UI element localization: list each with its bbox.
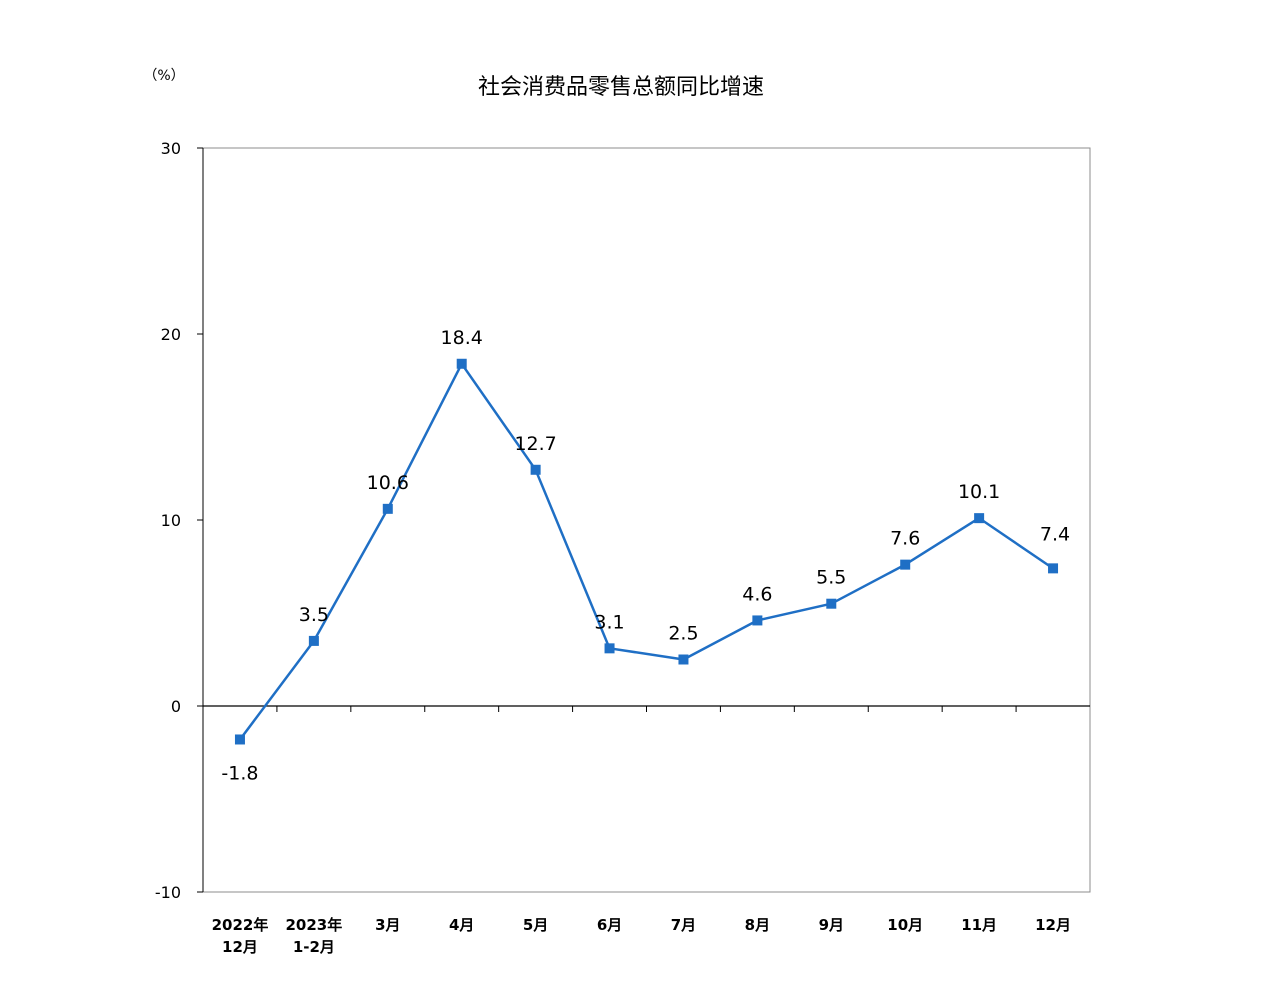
data-label: 3.1 [594,611,624,633]
x-tick-label: 2022年 12月 [212,916,269,956]
data-label: 7.6 [890,528,920,550]
data-label: 7.4 [1040,523,1070,545]
axes: 30 20 10 0 -10 2022年 12月 2023年 1-2月 3月 4月 5月 6月 7月 8月 9… [155,139,1090,956]
y-tick-label: -10 [155,883,181,902]
x-tick-label: 4月 [449,916,474,934]
data-labels: -1.8 3.5 10.6 18.4 12.7 3.1 2.5 4.6 5.5 7.6 10.1 7.… [221,327,1070,785]
series-line [234,358,1059,745]
data-label: 5.5 [816,567,846,589]
data-point-marker [456,358,467,369]
data-point-marker [900,559,911,570]
data-label: 12.7 [514,433,556,455]
x-tick-label: 3月 [375,916,400,934]
data-label: 3.5 [299,604,329,626]
data-point-marker [308,635,319,646]
data-point-marker [604,643,615,654]
x-tick-label: 10月 [887,916,923,934]
x-tick-label: 12月 [1035,916,1071,934]
data-label: 10.1 [958,481,1000,503]
data-point-marker [752,615,763,626]
series-line-path [238,362,1054,741]
y-tick-label: 20 [161,325,181,344]
x-tick-label: 2023年 1-2月 [286,916,343,956]
data-point-marker [974,513,985,524]
data-point-marker [530,464,541,475]
data-label: -1.8 [221,762,258,784]
data-point-marker [826,598,837,609]
data-point-marker [678,654,689,665]
data-label: 4.6 [742,583,772,605]
data-label: 10.6 [367,472,409,494]
x-tick-label: 11月 [961,916,997,934]
chart-title: 社会消费品零售总额同比增速 [478,75,764,100]
y-tick-label: 10 [161,511,181,530]
x-tick-label: 5月 [523,916,548,934]
y-tick-label: 0 [171,697,181,716]
x-tick-label: 7月 [671,916,696,934]
y-tick-label: 30 [161,139,181,158]
x-tick-label: 8月 [745,916,770,934]
data-point-marker [234,734,245,745]
x-tick-label: 9月 [819,916,844,934]
data-label: 18.4 [441,327,483,349]
plot-area-frame [202,147,1091,893]
data-point-marker [382,503,393,514]
y-unit-label: （%） [143,68,184,84]
data-point-marker [1048,563,1059,574]
data-label: 2.5 [668,623,698,645]
x-tick-label: 6月 [597,916,622,934]
